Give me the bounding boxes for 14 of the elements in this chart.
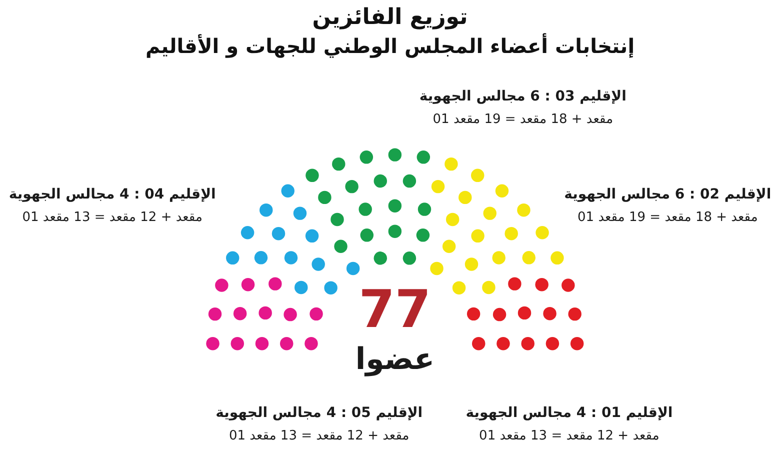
text: 77 [358, 280, 432, 340]
category-label: الإقليم 01 : 4 مجالس الجهوية [466, 404, 673, 421]
category-label: الإقليم 04 : 4 مجالس الجهوية [8, 186, 216, 203]
category-label: الإقليم 05 : 4 مجالس الجهوية [216, 404, 423, 421]
data-label: 01 مقعد + 12 مقعد = 13 مقعد [479, 428, 660, 444]
text: إنتخابات أعضاء المجلس الوطني للجهات و الأقاليم [145, 33, 635, 58]
text: توزيع الفائزين [312, 5, 468, 30]
data-label: 01 مقعد + 12 مقعد = 13 مقعد [228, 428, 410, 444]
category-label: الإقليم 03 : 6 مجالس الجهوية [419, 88, 626, 105]
data-label: 01 مقعد + 12 مقعد = 13 مقعد [22, 210, 202, 226]
data-label: 01 مقعد + 18 مقعد = 19 مقعد [578, 210, 758, 226]
data-label: 01 مقعد + 18 مقعد = 19 مقعد [432, 112, 614, 128]
category-label: الإقليم 02 : 6 مجالس الجهوية [564, 186, 772, 203]
text: عضوا [355, 342, 434, 377]
